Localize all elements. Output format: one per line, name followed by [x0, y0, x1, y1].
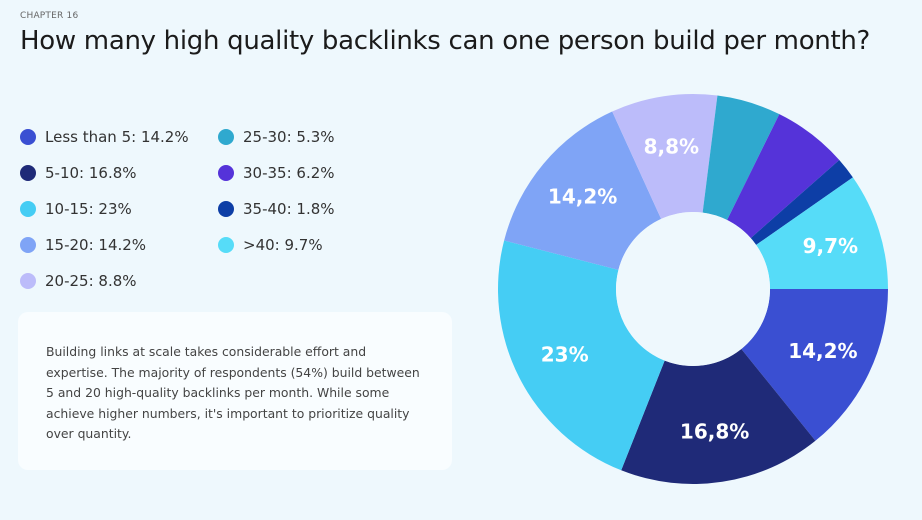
legend-swatch [218, 201, 234, 217]
legend-item: 30-35: 6.2% [218, 164, 335, 182]
page-title: How many high quality backlinks can one … [20, 26, 871, 56]
legend-item: 10-15: 23% [20, 200, 132, 218]
legend-item: 15-20: 14.2% [20, 236, 146, 254]
legend-label: 20-25: 8.8% [45, 272, 137, 290]
legend-label: 35-40: 1.8% [243, 200, 335, 218]
legend-label: 30-35: 6.2% [243, 164, 335, 182]
legend-label: Less than 5: 14.2% [45, 128, 189, 146]
donut-slice [756, 177, 888, 289]
chapter-label: CHAPTER 16 [20, 11, 79, 21]
donut-slice [621, 348, 816, 484]
donut-slice [750, 160, 853, 245]
donut-hole [616, 212, 770, 366]
legend-label: >40: 9.7% [243, 236, 323, 254]
donut-slice [702, 95, 780, 220]
donut-slice [741, 289, 888, 441]
legend-label: 10-15: 23% [45, 200, 132, 218]
slice-data-label: 14,2% [788, 339, 857, 363]
donut-slice [727, 114, 840, 239]
donut-slice [612, 93, 718, 219]
legend-swatch [20, 237, 36, 253]
donut-slice [498, 240, 665, 471]
legend-item: 25-30: 5.3% [218, 128, 335, 146]
legend-label: 15-20: 14.2% [45, 236, 147, 254]
legend-swatch [218, 129, 234, 145]
legend-item: 35-40: 1.8% [218, 200, 335, 218]
legend-item: 5-10: 16.8% [20, 164, 137, 182]
legend-swatch [218, 165, 234, 181]
legend-item: Less than 5: 14.2% [20, 128, 189, 146]
slice-data-label: 16,8% [680, 419, 749, 443]
slice-data-label: 23% [541, 342, 589, 366]
slice-data-label: 8,8% [644, 135, 699, 159]
legend-item: 20-25: 8.8% [20, 272, 137, 290]
legend-swatch [20, 273, 36, 289]
legend-swatch [20, 129, 36, 145]
legend-swatch [20, 165, 36, 181]
legend-label: 25-30: 5.3% [243, 128, 335, 146]
slice-data-label: 14,2% [548, 185, 617, 209]
donut-slice [504, 111, 662, 270]
legend-label: 5-10: 16.8% [45, 164, 137, 182]
summary-card: Building links at scale takes considerab… [18, 312, 452, 470]
legend-swatch [218, 237, 234, 253]
legend-swatch [20, 201, 36, 217]
slice-data-label: 9,7% [803, 234, 858, 258]
legend-item: >40: 9.7% [218, 236, 323, 254]
summary-text: Building links at scale takes considerab… [46, 344, 420, 441]
